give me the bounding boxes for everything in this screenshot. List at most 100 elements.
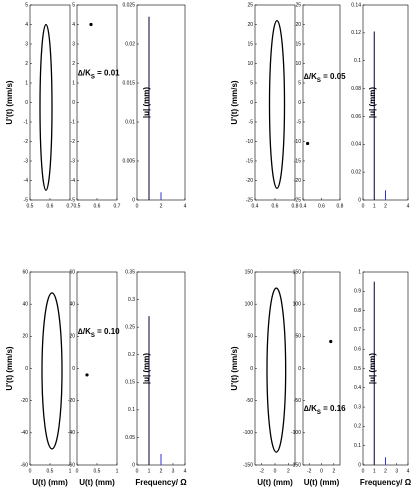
x-tick-label: 4 bbox=[407, 468, 410, 474]
annotation-part: ∆/K bbox=[78, 68, 91, 77]
y-tick-label: -5 bbox=[71, 197, 76, 203]
x-tick-label: 0.4 bbox=[300, 203, 307, 209]
y-tick-label: 0.3 bbox=[128, 297, 135, 303]
x-tick-label: 0 bbox=[362, 468, 365, 474]
orbit bbox=[268, 19, 286, 189]
y-tick-label: 0.8 bbox=[354, 308, 361, 314]
y-tick-label: 0 bbox=[72, 366, 75, 372]
y-tick-label: 0.2 bbox=[128, 352, 135, 358]
y-tick-label: 0 bbox=[298, 100, 301, 106]
x-tick-label: 3 bbox=[395, 468, 398, 474]
x-tick-label: -2 bbox=[307, 468, 312, 474]
x-axis-label: U(t) (mm) bbox=[304, 478, 340, 487]
x-tick-label: 0.5 bbox=[74, 203, 81, 209]
y-tick-label: -10 bbox=[294, 139, 301, 145]
x-tick-label: 0 bbox=[136, 468, 139, 474]
x-tick-label: 2 bbox=[160, 203, 163, 209]
x-tick-label: 0.6 bbox=[272, 203, 279, 209]
y-tick-label: 0.3 bbox=[354, 404, 361, 410]
x-axis-label: U(t) (mm) bbox=[79, 478, 115, 487]
y-tick-label: 60 bbox=[69, 269, 75, 275]
x-tick-label: 0 bbox=[76, 468, 79, 474]
x-tick-label: 0.7 bbox=[114, 203, 121, 209]
x-tick-label: 0.6 bbox=[318, 203, 325, 209]
x-tick-label: -2 bbox=[259, 468, 264, 474]
y-tick-label: 1 bbox=[25, 80, 28, 86]
x-tick-label: 4 bbox=[184, 203, 187, 209]
y-tick-label: 0 bbox=[358, 197, 361, 203]
y-tick-label: -150 bbox=[291, 462, 301, 468]
y-tick-label: 15 bbox=[247, 41, 253, 47]
y-tick-label: 3 bbox=[25, 41, 28, 47]
y-tick-label: -40 bbox=[21, 430, 28, 436]
y-tick-label: 0.005 bbox=[122, 158, 135, 164]
y-axis-label: U'(t) (mm/s) bbox=[5, 346, 14, 390]
y-tick-label: 20 bbox=[69, 334, 75, 340]
y-tick-label: -2 bbox=[71, 139, 76, 145]
x-tick-label: 0.8 bbox=[337, 203, 344, 209]
y-tick-label: 0.1 bbox=[354, 443, 361, 449]
y-axis-label: U'(t) (mm/s) bbox=[230, 80, 239, 124]
y-tick-label: 0 bbox=[250, 100, 253, 106]
y-tick-label: 0.08 bbox=[351, 86, 361, 92]
x-tick-label: 0.4 bbox=[252, 203, 259, 209]
y-tick-label: 5 bbox=[250, 80, 253, 86]
axes-frame bbox=[76, 271, 118, 466]
y-tick-label: -15 bbox=[246, 158, 253, 164]
y-tick-label: 0.12 bbox=[351, 30, 361, 36]
y-axis-label: U'(t) (mm/s) bbox=[5, 80, 14, 124]
y-tick-label: 150 bbox=[245, 269, 254, 275]
annotation-part: ∆/K bbox=[78, 327, 91, 336]
y-tick-label: 0.01 bbox=[125, 119, 135, 125]
axes-frame bbox=[302, 271, 341, 466]
y-tick-label: 5 bbox=[72, 2, 75, 8]
y-tick-label: 0.5 bbox=[354, 366, 361, 372]
x-tick-label: 0.7 bbox=[67, 203, 74, 209]
y-tick-label: 5 bbox=[25, 2, 28, 8]
x-tick-label: 1 bbox=[148, 468, 151, 474]
orbit bbox=[39, 23, 53, 191]
y-tick-label: -40 bbox=[68, 430, 75, 436]
y-tick-label: 0.04 bbox=[351, 142, 361, 148]
y-tick-label: -100 bbox=[243, 430, 253, 436]
x-tick-label: 0 bbox=[274, 468, 277, 474]
y-tick-label: 0 bbox=[72, 100, 75, 106]
point bbox=[329, 339, 333, 344]
y-tick-label: 0.05 bbox=[125, 435, 135, 441]
y-tick-label: -20 bbox=[246, 178, 253, 184]
x-tick-label: 2 bbox=[287, 468, 290, 474]
point bbox=[306, 141, 310, 146]
y-tick-label: 0.4 bbox=[354, 385, 361, 391]
x-tick-label: 0.5 bbox=[94, 468, 101, 474]
y-tick-label: 0.1 bbox=[128, 407, 135, 413]
y-tick-label: 0.2 bbox=[354, 424, 361, 430]
y-tick-label: -100 bbox=[291, 430, 301, 436]
y-tick-label: -5 bbox=[249, 119, 254, 125]
y-tick-label: 25 bbox=[295, 2, 301, 8]
y-tick-label: 40 bbox=[22, 301, 28, 307]
annotation-part: S bbox=[91, 332, 95, 338]
y-tick-label: 0 bbox=[298, 366, 301, 372]
x-tick-label: 1 bbox=[373, 468, 376, 474]
y-tick-label: 50 bbox=[247, 334, 253, 340]
y-tick-label: 20 bbox=[22, 334, 28, 340]
x-tick-label: 4 bbox=[184, 468, 187, 474]
y-tick-label: 5 bbox=[298, 80, 301, 86]
x-tick-label: 1 bbox=[116, 468, 119, 474]
x-tick-label: 0.8 bbox=[292, 203, 299, 209]
orbit bbox=[41, 292, 63, 450]
x-tick-label: 2 bbox=[384, 468, 387, 474]
x-tick-label: 3 bbox=[172, 468, 175, 474]
y-axis-label: |u| (mm) bbox=[142, 87, 151, 118]
x-tick-label: 1 bbox=[69, 468, 72, 474]
y-tick-label: 20 bbox=[295, 22, 301, 28]
y-tick-label: 0.02 bbox=[125, 41, 135, 47]
y-tick-label: 0 bbox=[25, 100, 28, 106]
y-tick-label: 0.7 bbox=[354, 327, 361, 333]
y-tick-label: 100 bbox=[293, 301, 302, 307]
y-tick-label: -4 bbox=[24, 178, 29, 184]
y-tick-label: 10 bbox=[295, 61, 301, 67]
annotation-part: = 0.01 bbox=[95, 68, 120, 77]
y-tick-label: 0.14 bbox=[351, 2, 361, 8]
x-tick-label: 0.5 bbox=[27, 203, 34, 209]
